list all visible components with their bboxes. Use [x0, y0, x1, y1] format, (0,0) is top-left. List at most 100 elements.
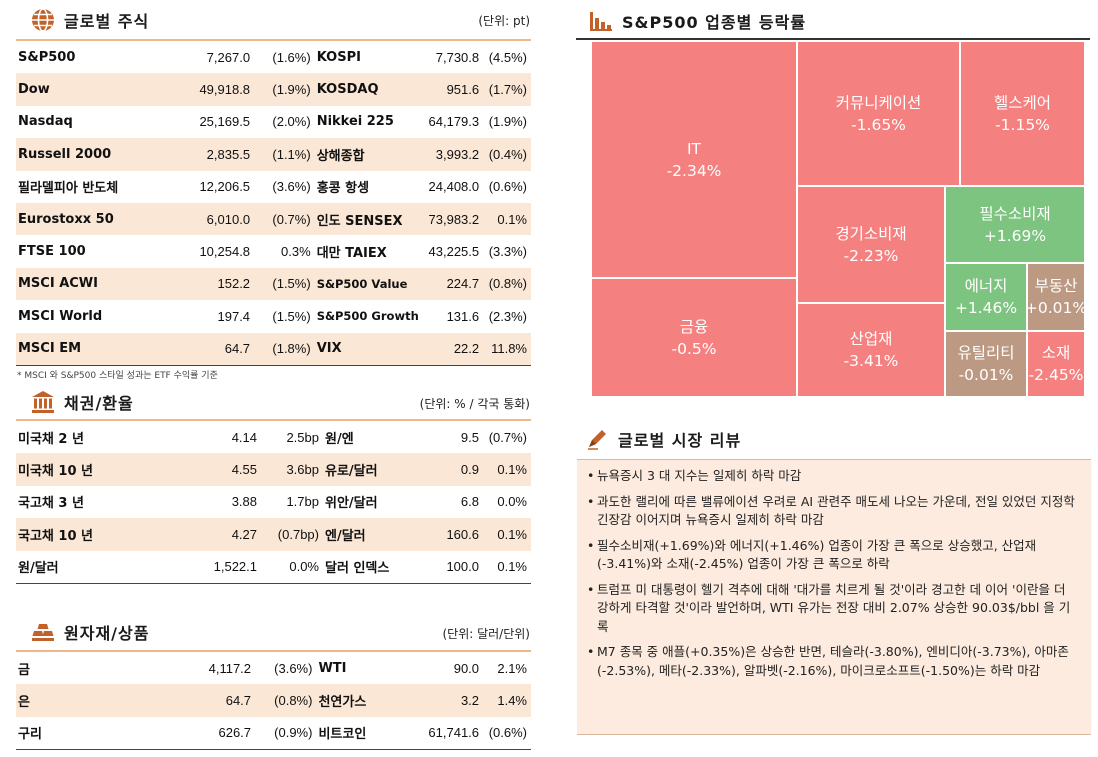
equities-value-cell: 2,835.5	[162, 138, 255, 171]
equities-value-cell: 64.7	[162, 332, 255, 365]
equities-name-cell: 대만 TAIEX	[314, 235, 425, 268]
sector-name: IT	[686, 139, 702, 158]
sector-name: 산업재	[849, 330, 893, 348]
sector-change: -0.5%	[671, 339, 717, 358]
bonds-name-cell: 유로/달러	[323, 453, 433, 486]
commodities-value-cell: 64.7	[161, 684, 256, 717]
commodities-change-cell: (3.6%)	[255, 652, 317, 685]
commodities-name-cell: 비트코인	[316, 716, 425, 750]
equities-change-cell: 0.3%	[254, 235, 315, 268]
sector-tile: 산업재 -3.41%	[797, 303, 945, 397]
equities-value-cell: 73,983.2	[424, 202, 484, 236]
table-row: 국고채 10 년 4.27 (0.7bp) 엔/달러 160.6 0.1%	[16, 518, 531, 551]
bonds-change-cell: 0.0%	[483, 485, 531, 519]
bonds-name-cell: 엔/달러	[323, 518, 433, 551]
equities-value-cell: 197.4	[162, 300, 255, 333]
table-row: 필라델피아 반도체 12,206.5 (3.6%) 홍콩 항셍 24,408.0 (0.6…	[16, 170, 531, 203]
review-item: M7 종목 중 애플(+0.35%)은 상승한 반면, 테슬라(-3.80%),…	[587, 643, 1079, 680]
commodities-change-cell: 1.4%	[483, 684, 531, 717]
bonds-value-cell: 6.8	[433, 485, 483, 519]
commodities-name-cell: WTI	[316, 652, 425, 685]
sector-change: +1.69%	[983, 226, 1047, 245]
equities-name-cell: MSCI ACWI	[16, 267, 163, 301]
table-row: 국고채 3 년 3.88 1.7bp 위안/달러 6.8 0.0%	[16, 485, 531, 519]
bonds-name-cell: 미국채 10 년	[16, 453, 166, 486]
table-row: MSCI World 197.4 (1.5%) S&P500 Growth 131.6(…	[16, 300, 531, 333]
table-row: MSCI EM 64.7 (1.8%) VIX 22.2 11.8%	[16, 332, 531, 365]
commodities-table: 금 4,117.2 (3.6%) WTI 90.0 2.1% 은 64.7 (0.8%) 천연가스…	[16, 652, 531, 750]
equities-change-cell: (1.1%)	[254, 138, 315, 171]
sector-change: -0.01%	[958, 366, 1014, 384]
sector-tile: IT -2.34%	[591, 41, 797, 278]
bonds-value-cell: 9.5	[433, 421, 483, 454]
sector-tile: 헬스케어 -1.15%	[960, 41, 1085, 186]
commodities-header: 원자재/상품	[30, 619, 149, 645]
equities-name-cell: Nikkei 225	[314, 105, 425, 139]
equities-change-cell: (2.0%)	[254, 105, 315, 139]
equities-change-cell: (0.8%)	[483, 267, 531, 301]
table-row: MSCI ACWI 152.2 (1.5%) S&P500 Value 224.7 (0.…	[16, 267, 531, 301]
equities-title: 글로벌 주식	[64, 12, 150, 31]
equities-value-cell: 12,206.5	[162, 170, 255, 203]
sector-name: 부동산	[1034, 277, 1078, 295]
bonds-name-cell: 국고채 10 년	[16, 518, 166, 551]
equities-change-cell: (0.6%)	[483, 170, 531, 203]
sector-change: -3.41%	[843, 352, 899, 370]
equities-value-cell: 49,918.8	[162, 73, 255, 106]
equities-name-cell: 상해종합	[314, 138, 425, 171]
sectors-header: S&P500 업종별 등락률	[588, 8, 806, 34]
equities-value-cell: 22.2	[424, 332, 484, 365]
equities-name-cell: 인도 SENSEX	[314, 202, 425, 236]
table-row: 미국채 2 년 4.14 2.5bp 원/엔 9.5 (0.7%)	[16, 421, 531, 454]
equities-value-cell: 152.2	[162, 267, 255, 301]
equities-value-cell: 43,225.5	[424, 235, 484, 268]
sectors-title: S&P500 업종별 등락률	[622, 13, 807, 32]
equities-name-cell: MSCI World	[16, 300, 163, 333]
table-row: 구리 626.7 (0.9%) 비트코인 61,741.6 (0.6%)	[16, 716, 531, 750]
sector-name: 유틸리티	[957, 344, 1015, 362]
equities-value-cell: 7,730.8	[424, 41, 484, 74]
sector-tile: 커뮤니케이션 -1.65%	[797, 41, 960, 186]
equities-name-cell: S&P500 Growth	[314, 300, 425, 333]
table-row: 금 4,117.2 (3.6%) WTI 90.0 2.1%	[16, 652, 531, 685]
sector-name: 에너지	[964, 277, 1008, 295]
bonds-change-cell: 0.1%	[483, 550, 531, 583]
bonds-value-cell: 4.27	[166, 518, 261, 551]
pen-icon	[584, 426, 610, 452]
sector-tile: 에너지 +1.46%	[945, 263, 1027, 331]
bonds-change-cell: 0.1%	[483, 453, 531, 486]
sector-name: 소재	[1041, 344, 1071, 362]
table-row: FTSE 100 10,254.8 0.3% 대만 TAIEX 43,225.5 (3.3…	[16, 235, 531, 268]
sector-name: 헬스케어	[993, 93, 1052, 112]
bonds-value-cell: 4.55	[166, 453, 261, 486]
table-row: Eurostoxx 50 6,010.0 (0.7%) 인도 SENSEX 73,983…	[16, 202, 531, 236]
commodities-value-cell: 3.2	[424, 684, 484, 717]
bonds-value-cell: 100.0	[433, 550, 483, 583]
equities-change-cell: 0.1%	[483, 202, 531, 236]
bonds-value-cell: 3.88	[166, 485, 261, 519]
bonds-title: 채권/환율	[64, 394, 134, 413]
commodities-name-cell: 금	[16, 652, 162, 685]
commodities-value-cell: 4,117.2	[161, 652, 256, 685]
equities-name-cell: FTSE 100	[16, 235, 163, 268]
sector-name: 필수소비재	[979, 204, 1051, 223]
equities-name-cell: VIX	[314, 332, 425, 365]
equities-change-cell: (1.9%)	[254, 73, 315, 106]
sector-change: -2.23%	[843, 246, 899, 265]
table-row: Nasdaq 25,169.5 (2.0%) Nikkei 225 64,179.3 (1…	[16, 105, 531, 139]
sector-change: -2.45%	[1028, 366, 1084, 384]
equities-value-cell: 64,179.3	[424, 105, 484, 139]
equities-value-cell: 951.6	[424, 73, 484, 106]
equities-value-cell: 7,267.0	[162, 41, 255, 74]
equities-header: 글로벌 주식	[30, 7, 149, 33]
bonds-change-cell: 1.7bp	[261, 485, 323, 519]
sector-name: 경기소비재	[835, 224, 907, 243]
sector-tile: 유틸리티 -0.01%	[945, 331, 1027, 397]
bonds-name-cell: 달러 인덱스	[323, 550, 433, 583]
equities-name-cell: KOSDAQ	[314, 73, 425, 106]
bonds-value-cell: 4.14	[166, 421, 261, 454]
commodities-name-cell: 은	[16, 684, 162, 717]
equities-value-cell: 25,169.5	[162, 105, 255, 139]
gold-bars-icon	[30, 619, 56, 645]
equities-value-cell: 24,408.0	[424, 170, 484, 203]
